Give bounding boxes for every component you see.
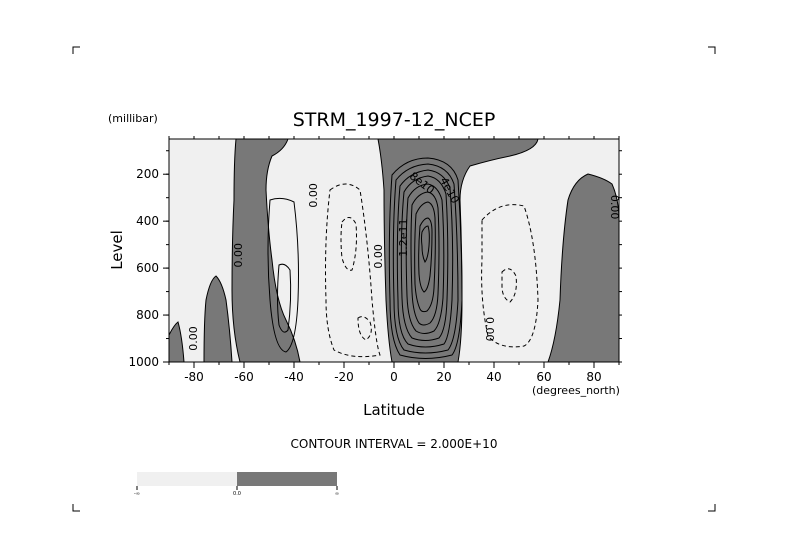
x-axis-label: Latitude	[363, 401, 425, 419]
y-tick-label: 1000	[128, 355, 159, 369]
contour-label: 0.00	[232, 243, 245, 268]
positive-region-southern-cell	[231, 139, 301, 362]
contour-line-dashed	[501, 268, 517, 303]
contour-line	[410, 191, 440, 326]
contour-line	[277, 263, 292, 333]
contour-label: 0.00	[307, 183, 320, 208]
contour-line	[388, 157, 463, 359]
contour-line	[400, 175, 449, 341]
x-tick-label: 20	[436, 370, 451, 384]
colorbar-positive-swatch	[237, 472, 337, 486]
x-axis: -80 -60 -40 -20 0 20 40 60 80	[168, 136, 620, 384]
crop-mark-top-left	[72, 46, 80, 54]
contour-label: 1.2e11	[397, 218, 410, 256]
contour-line-dashed	[340, 217, 357, 271]
colorbar-negative-swatch	[137, 472, 237, 486]
x-tick-label: 40	[486, 370, 501, 384]
y-tick-label: 800	[136, 308, 159, 322]
contour-line-dashed	[325, 183, 381, 358]
contour-label: 0.00	[608, 195, 621, 220]
contour-label: 0.00	[372, 244, 385, 269]
contour-interval-text: CONTOUR INTERVAL = 2.000E+10	[291, 437, 498, 451]
chart-title: STRM_1997-12_NCEP	[293, 109, 496, 131]
contour-line	[396, 169, 454, 348]
contour-label: 0.00	[483, 317, 496, 342]
colorbar: -∞ 0.0 ∞	[134, 472, 339, 497]
contour-line	[392, 163, 459, 354]
y-axis: 200 400 600 800 1000	[128, 150, 622, 369]
equatorial-contours	[388, 157, 463, 359]
y-axis-label: Level	[108, 230, 126, 270]
positive-regions	[169, 139, 619, 362]
crop-mark-bottom-left	[72, 504, 80, 512]
crop-mark-top-right	[708, 46, 716, 54]
contour-line	[267, 197, 299, 353]
y-tick-label: 200	[136, 167, 159, 181]
contour-line	[414, 201, 436, 313]
colorbar-label-max: ∞	[335, 491, 339, 497]
positive-region-far-south-west	[169, 321, 185, 362]
x-tick-label: -80	[184, 370, 204, 384]
x-tick-label: -40	[284, 370, 304, 384]
y-tick-label: 400	[136, 214, 159, 228]
contour-label: 0.00	[187, 326, 200, 351]
colorbar-label-zero: 0.0	[233, 491, 241, 497]
positive-region-far-south-east	[203, 275, 233, 362]
crop-marks	[72, 46, 716, 512]
y-tick-label: 600	[136, 261, 159, 275]
contour-line	[418, 217, 433, 293]
colorbar-label-min: -∞	[134, 491, 140, 497]
contour-line-dashed	[357, 316, 372, 341]
negative-contours	[325, 183, 539, 358]
x-tick-label: 80	[586, 370, 601, 384]
x-tick-label: -60	[234, 370, 254, 384]
y-axis-unit: (millibar)	[108, 112, 158, 125]
contour-line	[405, 183, 445, 334]
x-tick-label: 60	[536, 370, 551, 384]
positive-region-northern-cell	[547, 173, 619, 362]
x-tick-label: -20	[334, 370, 354, 384]
southern-cell-contours	[267, 197, 299, 353]
x-axis-unit: (degrees_north)	[532, 384, 620, 397]
crop-mark-bottom-right	[708, 504, 716, 512]
contour-line	[421, 225, 430, 263]
x-tick-label: 0	[390, 370, 398, 384]
contour-line-dashed	[481, 204, 539, 348]
